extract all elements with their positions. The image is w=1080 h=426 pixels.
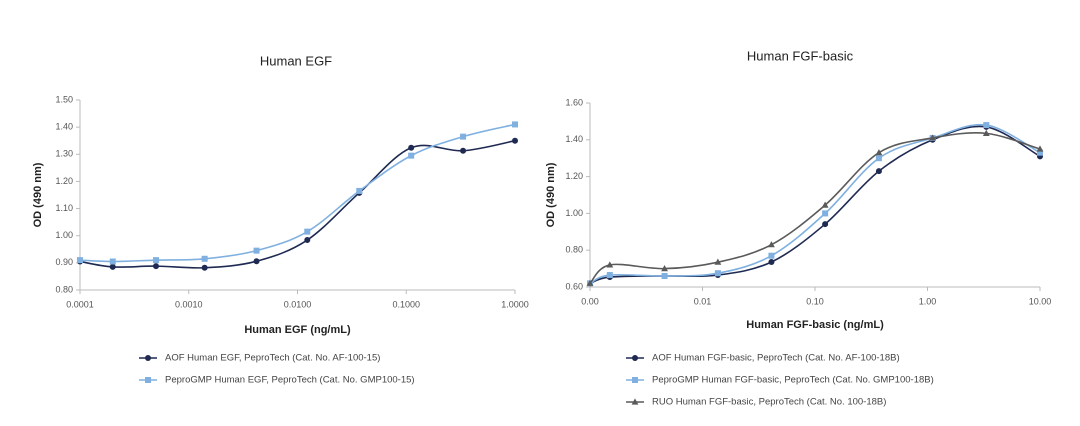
y-tick-label: 1.30 [55, 149, 73, 159]
point [153, 257, 160, 264]
x-tick-label: 0.0001 [66, 299, 94, 309]
series [586, 129, 1044, 286]
legend-marker [145, 377, 151, 383]
x-tick-label: 0.0100 [284, 299, 312, 309]
y-tick-label: 1.50 [55, 94, 73, 104]
point [253, 247, 260, 254]
point [1037, 149, 1043, 156]
y-tick-label: 1.20 [55, 176, 73, 186]
y-tick-label: 0.90 [55, 257, 73, 267]
legend-label: PeproGMP Human FGF-basic, PeproTech (Cat… [652, 375, 934, 386]
point [606, 272, 613, 279]
point [153, 263, 160, 270]
point [253, 258, 260, 265]
y-tick-label: 1.00 [55, 230, 73, 240]
legend-label: AOF Human FGF-basic, PeproTech (Cat. No.… [652, 353, 900, 364]
point [983, 122, 990, 129]
series [587, 123, 1043, 287]
point [356, 187, 363, 194]
line [589, 132, 1041, 284]
y-tick-label: 0.80 [55, 284, 73, 294]
point [512, 121, 518, 128]
legend-label: PeproGMP Human EGF, PeproTech (Cat. No. … [165, 375, 415, 386]
series [587, 122, 1043, 287]
point [201, 264, 208, 271]
point [408, 152, 415, 159]
point [77, 257, 83, 264]
legend-marker [632, 355, 638, 361]
point [1036, 145, 1044, 152]
point [714, 258, 722, 265]
x-tick-label: 1.00 [919, 296, 937, 306]
x-axis-label: Human EGF (ng/mL) [244, 324, 351, 336]
x-tick-label: 1.0000 [501, 299, 529, 309]
point [768, 258, 775, 265]
point [929, 134, 936, 141]
line [79, 139, 516, 269]
y-tick-label: 1.00 [565, 208, 583, 218]
y-tick-label: 1.60 [565, 97, 583, 107]
series [77, 121, 518, 265]
point [408, 144, 415, 151]
x-tick-label: 0.00 [581, 296, 599, 306]
point [606, 261, 614, 268]
series [77, 137, 518, 271]
y-tick-label: 0.60 [565, 281, 583, 291]
legend-marker [631, 398, 639, 405]
y-axis-label: OD (490 nm) [545, 162, 557, 227]
line [589, 123, 1041, 285]
y-tick-label: 1.40 [565, 134, 583, 144]
legend-label: RUO Human FGF-basic, PeproTech (Cat. No.… [652, 397, 886, 408]
x-tick-label: 0.0010 [175, 299, 203, 309]
chart-title: Human EGF [260, 53, 332, 68]
line [79, 123, 516, 263]
legend-marker [145, 355, 151, 361]
y-tick-label: 0.80 [565, 245, 583, 255]
y-tick-label: 1.20 [565, 171, 583, 181]
point [661, 265, 668, 272]
point [304, 228, 311, 235]
point [304, 237, 311, 244]
point [109, 263, 116, 270]
point [460, 147, 467, 154]
point [822, 210, 829, 217]
point [875, 155, 882, 162]
y-tick-label: 1.40 [55, 122, 73, 132]
y-axis-label: OD (490 nm) [32, 162, 44, 227]
point [875, 168, 882, 175]
point [875, 149, 883, 156]
x-tick-label: 0.01 [694, 296, 712, 306]
point [109, 258, 116, 265]
point [821, 201, 829, 208]
point [661, 272, 668, 279]
x-tick-label: 0.1000 [392, 299, 420, 309]
legend-label: AOF Human EGF, PeproTech (Cat. No. AF-10… [165, 353, 380, 364]
x-axis-label: Human FGF-basic (ng/mL) [746, 319, 884, 331]
point [714, 270, 721, 277]
line [589, 125, 1041, 285]
point [822, 221, 829, 228]
point [512, 137, 518, 144]
point [460, 133, 467, 140]
x-tick-label: 10.00 [1029, 296, 1052, 306]
point [768, 241, 775, 248]
point [768, 252, 775, 259]
legend-marker [632, 377, 638, 383]
point [201, 255, 208, 262]
chart-title: Human FGF-basic [747, 48, 854, 63]
point [982, 129, 990, 136]
y-tick-label: 1.10 [55, 203, 73, 213]
x-tick-label: 0.10 [806, 296, 824, 306]
point [586, 279, 594, 286]
